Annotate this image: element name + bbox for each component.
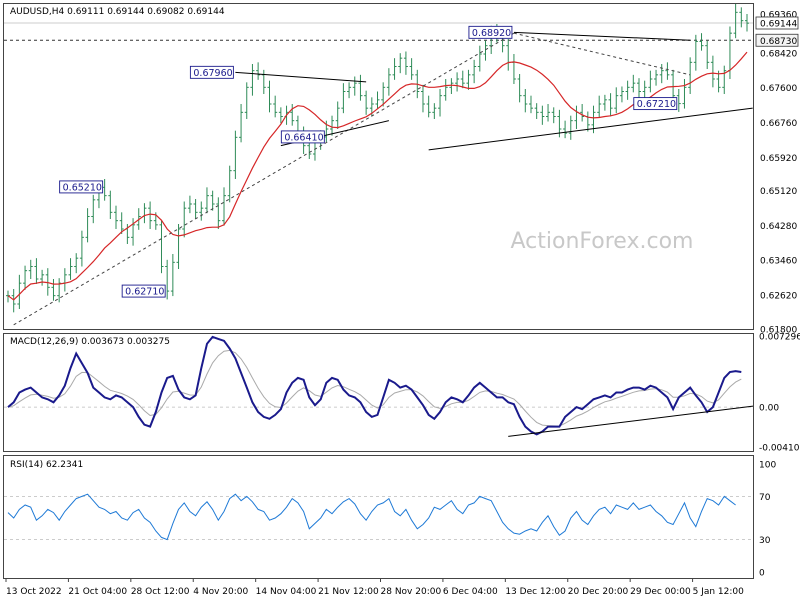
annotation-box <box>121 284 166 298</box>
x-tick-label: 14 Nov 04:00 <box>256 587 317 597</box>
trendline <box>513 32 691 76</box>
trendline <box>428 107 753 151</box>
price-y-tick-label: 0.65920 <box>760 154 797 164</box>
price-y-tick-label: 0.62620 <box>760 291 797 301</box>
annotation-box <box>189 65 234 79</box>
rsi-y-tick-label: 100 <box>759 461 776 471</box>
price-y-tick-label: 0.68730 <box>760 37 797 47</box>
x-tick-label: 28 Oct 12:00 <box>131 587 190 597</box>
price-y-tick-label: 0.63460 <box>760 256 797 266</box>
rsi-y-tick-label: 70 <box>759 493 771 503</box>
price-y-tick-label: 0.65120 <box>760 187 797 197</box>
price-y-tick-label: 0.67600 <box>760 84 797 94</box>
price-y-tick-label: 0.64280 <box>760 222 797 232</box>
annotation-box <box>59 180 104 194</box>
trendline <box>13 32 515 326</box>
x-tick-label: 5 Jan 12:00 <box>693 587 745 597</box>
rsi-panel-frame <box>3 455 754 579</box>
annotation-label: 0.67960 <box>193 68 232 79</box>
x-tick-label: 13 Oct 2022 <box>6 587 62 597</box>
x-tick-label: 21 Nov 12:00 <box>318 587 379 597</box>
trendline <box>235 71 367 83</box>
rsi-line <box>7 493 736 541</box>
macd-line <box>7 335 742 436</box>
price-y-tick-label: 0.66760 <box>760 119 797 129</box>
annotation-label: 0.66410 <box>284 132 323 143</box>
annotation-label: 0.65210 <box>63 182 102 193</box>
x-tick-label: 20 Dec 20:00 <box>568 587 629 597</box>
macd-panel-frame <box>3 333 754 452</box>
macd-y-tick-label: 0.007296 <box>759 332 800 342</box>
rsi-y-tick-label: 0 <box>759 569 765 579</box>
annotation-box <box>633 97 678 111</box>
annotation-label: 0.62710 <box>125 287 164 298</box>
x-tick-label: 13 Dec 12:00 <box>505 587 566 597</box>
price-y-tick-label: 0.61800 <box>760 326 797 336</box>
annotation-box <box>280 130 325 144</box>
macd-y-tick-label: -0.004106 <box>759 444 800 454</box>
macd-trendline <box>508 405 754 437</box>
price-y-tick-label: 0.68420 <box>760 50 797 60</box>
price-y-tick-label: 0.69144 <box>760 20 797 30</box>
x-tick-label: 29 Dec 00:00 <box>630 587 691 597</box>
rsi-y-tick-label: 30 <box>759 536 771 546</box>
watermark: ActionForex.com <box>511 229 694 254</box>
annotation-label: 0.67210 <box>637 99 676 110</box>
rsi-panel-title: RSI(14) 62.2341 <box>10 460 83 470</box>
trendline <box>513 31 691 41</box>
annotation-label: 0.68920 <box>472 28 511 39</box>
price-y-tick-label: 0.69360 <box>760 11 797 21</box>
annotation-box <box>468 25 513 39</box>
x-tick-label: 28 Nov 20:00 <box>381 587 442 597</box>
macd-y-tick-label: 0.00 <box>759 404 779 414</box>
price-axis-box <box>755 33 799 47</box>
price-panel-title: AUDUSD,H4 0.69111 0.69144 0.69082 0.6914… <box>10 7 225 17</box>
price-moving-average <box>7 51 748 301</box>
macd-panel-title: MACD(12,26,9) 0.003673 0.003275 <box>10 337 170 347</box>
x-tick-label: 4 Nov 20:00 <box>193 587 248 597</box>
x-tick-label: 6 Dec 04:00 <box>443 587 498 597</box>
macd-signal-line <box>7 349 742 427</box>
price-panel-frame <box>3 3 754 330</box>
price-axis-box <box>755 16 799 30</box>
x-tick-label: 21 Oct 04:00 <box>68 587 127 597</box>
